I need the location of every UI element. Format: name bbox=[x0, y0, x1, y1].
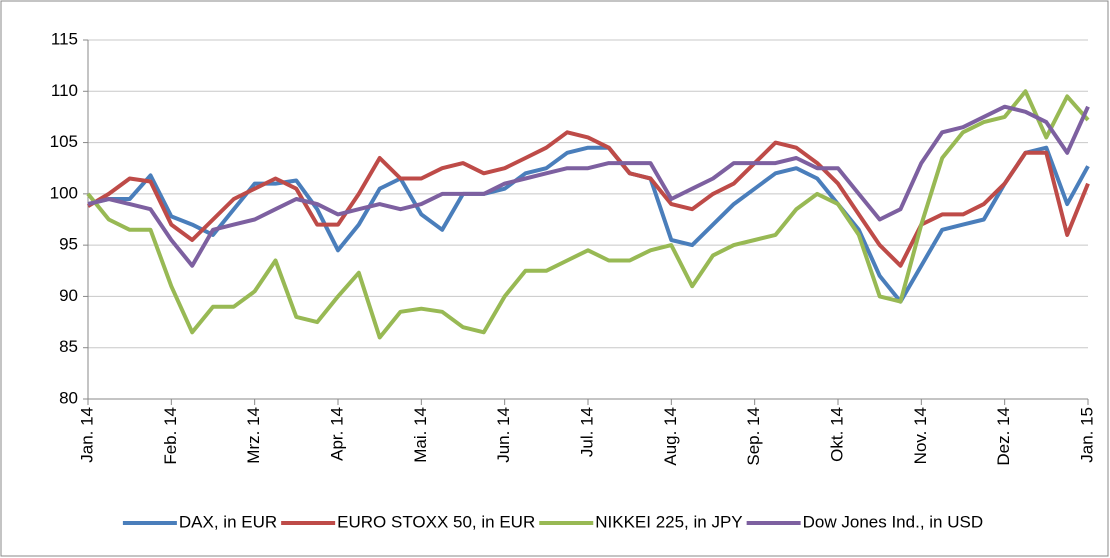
x-tick-label: Jan. 15 bbox=[1077, 407, 1096, 463]
legend-label: Dow Jones Ind., in USD bbox=[803, 512, 983, 531]
x-tick-label: Aug. 14 bbox=[661, 407, 680, 466]
x-tick-label: Feb. 14 bbox=[161, 407, 180, 465]
series-line bbox=[87, 145, 1090, 304]
y-tick-label: 115 bbox=[51, 29, 78, 48]
y-tick-label: 80 bbox=[59, 388, 78, 407]
x-tick-label: Jan. 14 bbox=[77, 407, 96, 463]
x-tick-label: Mai. 14 bbox=[411, 407, 430, 463]
y-tick-label: 105 bbox=[50, 132, 78, 151]
series-line bbox=[87, 104, 1090, 268]
legend-label: EURO STOXX 50, in EUR bbox=[337, 512, 535, 531]
x-tick-label: Jul. 14 bbox=[577, 407, 596, 457]
x-tick-label: Sep. 14 bbox=[744, 407, 763, 466]
y-tick-label: 100 bbox=[50, 183, 78, 202]
y-tick-label: 95 bbox=[59, 235, 78, 254]
x-tick-label: Okt. 14 bbox=[827, 407, 846, 462]
y-tick-label: 85 bbox=[59, 337, 78, 356]
x-tick-label: Nov. 14 bbox=[911, 407, 930, 464]
x-tick-label: Dez. 14 bbox=[994, 407, 1013, 466]
legend-label: DAX, in EUR bbox=[179, 512, 277, 531]
y-tick-label: 110 bbox=[51, 81, 78, 100]
x-tick-label: Mrz. 14 bbox=[244, 407, 263, 464]
x-tick-label: Apr. 14 bbox=[327, 407, 346, 461]
y-tick-label: 90 bbox=[59, 286, 78, 305]
series-line bbox=[86, 89, 1090, 340]
legend-label: NIKKEI 225, in JPY bbox=[595, 512, 742, 531]
x-tick-label: Jun. 14 bbox=[494, 407, 513, 463]
